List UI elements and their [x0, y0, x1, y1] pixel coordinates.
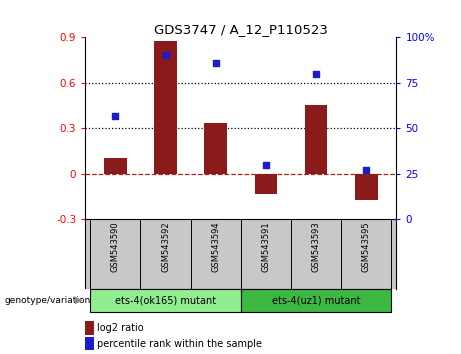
Text: percentile rank within the sample: percentile rank within the sample: [97, 339, 262, 349]
Point: [212, 60, 219, 65]
Bar: [241, 289, 391, 312]
Bar: [104, 158, 127, 174]
Text: GSM543590: GSM543590: [111, 222, 120, 272]
Text: ets-4(uz1) mutant: ets-4(uz1) mutant: [272, 295, 361, 305]
Bar: [305, 105, 327, 174]
Text: GSM543592: GSM543592: [161, 222, 170, 272]
Bar: [154, 41, 177, 174]
Text: GSM543594: GSM543594: [211, 222, 220, 272]
Text: GSM543595: GSM543595: [362, 222, 371, 272]
Text: log2 ratio: log2 ratio: [97, 323, 143, 333]
Text: ▶: ▶: [75, 295, 83, 305]
Bar: [205, 123, 227, 174]
Text: GSM543591: GSM543591: [261, 222, 271, 272]
Bar: [90, 289, 241, 312]
Point: [162, 53, 169, 58]
Bar: [254, 174, 277, 194]
Point: [363, 167, 370, 173]
Point: [262, 162, 270, 168]
Point: [313, 71, 320, 76]
Bar: [355, 174, 378, 200]
Title: GDS3747 / A_12_P110523: GDS3747 / A_12_P110523: [154, 23, 328, 36]
Text: ets-4(ok165) mutant: ets-4(ok165) mutant: [115, 295, 216, 305]
Point: [112, 113, 119, 118]
Text: genotype/variation: genotype/variation: [5, 296, 91, 304]
Text: GSM543593: GSM543593: [312, 222, 321, 272]
